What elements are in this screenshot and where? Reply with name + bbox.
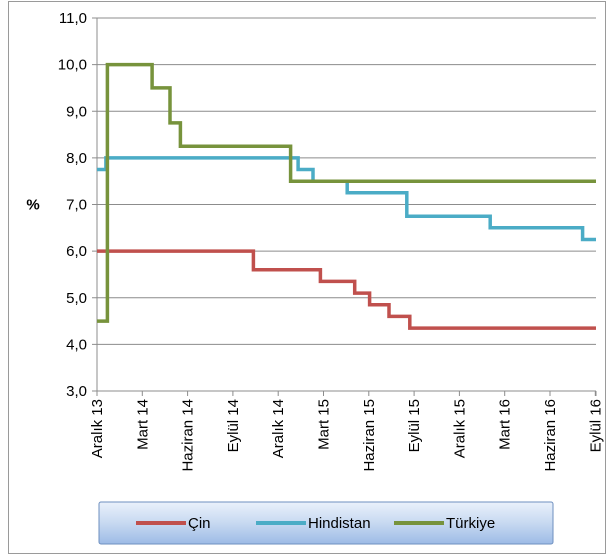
y-tick-label: 7,0 — [66, 197, 87, 214]
y-tick-label: 4,0 — [66, 336, 87, 353]
x-tick-label: Haziran 15 — [361, 399, 378, 472]
x-tick-label: Mart 15 — [316, 399, 333, 450]
series-layer — [97, 62, 596, 330]
legend: Çin Hindistan Türkiye — [98, 501, 554, 545]
x-tick-label: Aralık 13 — [89, 399, 106, 458]
y-tick-label: 10,0 — [58, 57, 87, 74]
x-tick-label: Mart 16 — [497, 399, 514, 450]
x-tick-label: Eylül 14 — [225, 399, 242, 452]
y-axis-label: % — [26, 197, 39, 214]
y-tick-label: 5,0 — [66, 290, 87, 307]
series-line-3 — [97, 62, 596, 323]
x-tick-label: Mart 14 — [134, 399, 151, 450]
legend-label: Türkiye — [446, 515, 495, 532]
chart-frame: 3,0 4,0 5,0 6,0 7,0 8,0 9,0 10,0 11,0% Aralık 13 M… — [8, 1, 606, 554]
x-tick-label: Aralık 14 — [270, 399, 287, 458]
x-tick-label: Haziran 16 — [542, 399, 559, 472]
legend-label: Hindistan — [308, 515, 371, 532]
x-tick-label: Haziran 14 — [180, 399, 197, 472]
y-tick-label: 8,0 — [66, 150, 87, 167]
y-tick-label: 11,0 — [59, 10, 87, 27]
y-tick-label: 6,0 — [66, 243, 87, 260]
series-line-1 — [97, 249, 596, 330]
y-tick-label: 3,0 — [66, 383, 87, 400]
legend-label: Çin — [188, 515, 211, 532]
grid-layer — [97, 17, 596, 392]
axis-layer: 3,0 4,0 5,0 6,0 7,0 8,0 9,0 10,0 11,0% Aralık 13 M… — [26, 10, 604, 472]
x-tick-label: Eylül 15 — [406, 399, 423, 452]
legend-box — [98, 501, 554, 545]
x-tick-label: Aralık 15 — [451, 399, 468, 458]
series-line-2 — [97, 156, 596, 242]
chart-svg: 3,0 4,0 5,0 6,0 7,0 8,0 9,0 10,0 11,0% Aralık 13 M… — [26, 10, 604, 545]
x-tick-label: Eylül 16 — [587, 399, 604, 452]
y-tick-label: 9,0 — [66, 103, 87, 120]
